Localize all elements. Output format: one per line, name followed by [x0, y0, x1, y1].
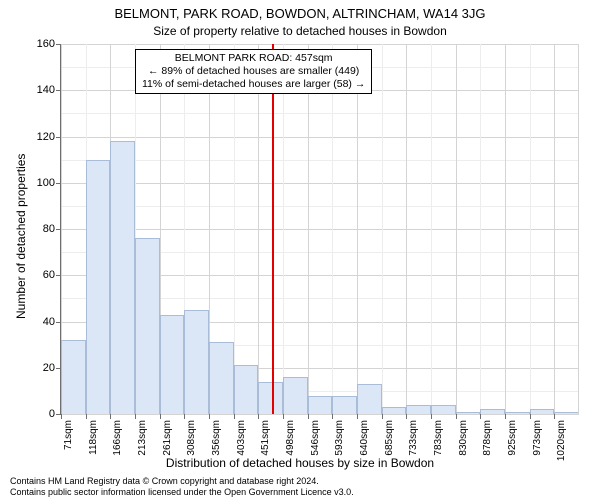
annotation-line2: ← 89% of detached houses are smaller (44…	[142, 65, 365, 78]
histogram-bar	[308, 396, 333, 415]
histogram-bar	[406, 405, 431, 414]
x-tick-label: 498sqm	[285, 420, 296, 456]
chart-subtitle: Size of property relative to detached ho…	[0, 24, 600, 38]
x-tick-label: 71sqm	[63, 420, 74, 450]
histogram-bar	[456, 412, 481, 414]
x-tick-label: 118sqm	[88, 420, 99, 455]
x-tick-label: 451sqm	[260, 420, 271, 456]
histogram-bar	[86, 160, 111, 414]
y-tick-label: 60	[15, 269, 55, 281]
x-tick-label: 546sqm	[310, 420, 321, 456]
annotation-line1: BELMONT PARK ROAD: 457sqm	[142, 52, 365, 65]
histogram-bar	[505, 412, 530, 414]
annotation-line3: 11% of semi-detached houses are larger (…	[142, 78, 365, 91]
y-tick-label: 140	[15, 84, 55, 96]
histogram-bar	[554, 412, 579, 414]
histogram-bar	[135, 238, 160, 414]
histogram-bar	[209, 342, 234, 414]
footer-line1: Contains HM Land Registry data © Crown c…	[10, 476, 354, 487]
histogram-bar	[234, 365, 259, 414]
y-tick-label: 40	[15, 316, 55, 328]
x-tick-label: 166sqm	[112, 420, 123, 456]
x-tick-label: 593sqm	[334, 420, 345, 456]
histogram-bar	[332, 396, 357, 415]
y-tick-label: 120	[15, 131, 55, 143]
y-tick-label: 20	[15, 362, 55, 374]
histogram-bar	[110, 141, 135, 414]
plot-area	[60, 44, 579, 415]
histogram-bar	[530, 409, 555, 414]
x-tick-label: 1020sqm	[556, 420, 567, 461]
y-tick-label: 0	[15, 408, 55, 420]
reference-line	[272, 44, 274, 414]
histogram-bar	[160, 315, 185, 414]
footer-attribution: Contains HM Land Registry data © Crown c…	[10, 476, 354, 498]
x-axis-label: Distribution of detached houses by size …	[0, 456, 600, 470]
histogram-bar	[61, 340, 86, 414]
histogram-bar	[431, 405, 456, 414]
y-tick-label: 160	[15, 38, 55, 50]
x-tick-label: 308sqm	[186, 420, 197, 456]
histogram-bar	[382, 407, 407, 414]
y-tick-label: 100	[15, 177, 55, 189]
footer-line2: Contains public sector information licen…	[10, 487, 354, 498]
x-tick-label: 261sqm	[162, 420, 173, 456]
histogram-bar	[283, 377, 308, 414]
x-tick-label: 403sqm	[236, 420, 247, 456]
x-tick-label: 213sqm	[137, 420, 148, 456]
x-tick-label: 878sqm	[482, 420, 493, 456]
x-tick-label: 685sqm	[384, 420, 395, 456]
x-tick-label: 973sqm	[532, 420, 543, 456]
chart-title-address: BELMONT, PARK ROAD, BOWDON, ALTRINCHAM, …	[0, 6, 600, 21]
x-tick-label: 640sqm	[359, 420, 370, 456]
x-tick-label: 733sqm	[408, 420, 419, 456]
x-tick-label: 783sqm	[433, 420, 444, 456]
annotation-box: BELMONT PARK ROAD: 457sqm ← 89% of detac…	[135, 49, 372, 94]
x-tick-label: 925sqm	[507, 420, 518, 456]
x-tick-label: 830sqm	[458, 420, 469, 456]
histogram-bar	[480, 409, 505, 414]
y-tick-label: 80	[15, 223, 55, 235]
histogram-bar	[357, 384, 382, 414]
histogram-bar	[258, 382, 283, 414]
histogram-bar	[184, 310, 209, 414]
chart-container: BELMONT, PARK ROAD, BOWDON, ALTRINCHAM, …	[0, 0, 600, 500]
x-tick-label: 356sqm	[211, 420, 222, 456]
